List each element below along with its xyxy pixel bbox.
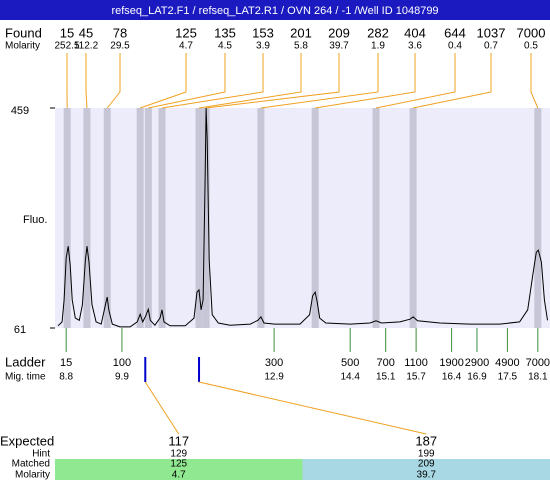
found-molarity: 39.7 (329, 41, 349, 52)
mig-time: 8.8 (59, 372, 73, 383)
expected-row-label: Matched (12, 459, 50, 470)
found-size: 404 (404, 25, 426, 40)
title-bar (0, 0, 550, 20)
found-size: 1037 (477, 25, 506, 40)
ladder-size: 4900 (495, 357, 519, 369)
molarity-label: Molarity (5, 41, 40, 52)
peak-band (372, 108, 380, 328)
expected-row-label: Expected (0, 433, 54, 448)
mig-time: 9.9 (115, 372, 129, 383)
expected-value: 117 (168, 433, 189, 448)
found-size: 125 (175, 25, 197, 40)
found-molarity: 3.9 (256, 41, 270, 52)
hint-value: 129 (170, 449, 187, 460)
leader-line (315, 53, 416, 109)
expected-row-label: Molarity (15, 470, 50, 480)
mig-time-label: Mig. time (5, 372, 46, 383)
mig-time: 12.9 (264, 372, 284, 383)
peak-band (534, 108, 542, 328)
peak-band (257, 108, 265, 328)
leader-line (148, 53, 226, 109)
found-molarity: 4.5 (218, 41, 232, 52)
found-molarity: 0.5 (524, 41, 538, 52)
leader-line (375, 53, 456, 109)
matched-value: 125 (170, 459, 187, 470)
found-molarity: 1.9 (371, 41, 385, 52)
match-bar (302, 459, 550, 480)
leader-line (140, 53, 187, 109)
ladder-label: Ladder (5, 354, 46, 369)
match-bar (55, 459, 303, 480)
mig-time: 15.7 (406, 372, 426, 383)
found-molarity: 4.7 (179, 41, 193, 52)
peak-band (202, 108, 210, 328)
y-axis-label: Fluo. (23, 214, 47, 226)
found-size: 45 (79, 25, 93, 40)
mig-time: 16.9 (467, 372, 487, 383)
ladder-size: 300 (265, 357, 283, 369)
found-size: 153 (252, 25, 274, 40)
found-molarity: 29.5 (110, 41, 130, 52)
ladder-size: 1100 (404, 357, 428, 369)
peak-band (63, 108, 71, 328)
ladder-size: 100 (113, 357, 131, 369)
found-size: 135 (214, 25, 236, 40)
ladder-size: 15 (60, 357, 72, 369)
title: refseq_LAT2.F1 / refseq_LAT2.R1 / OVN 26… (111, 5, 438, 17)
leader-line (260, 53, 379, 109)
molarity-value: 39.7 (417, 470, 437, 480)
mig-time: 14.4 (340, 372, 360, 383)
found-molarity: 3.6 (408, 41, 422, 52)
peak-band (103, 108, 111, 328)
leader-line (161, 53, 264, 109)
ladder-size: 7000 (526, 357, 550, 369)
mig-time: 15.1 (376, 372, 396, 383)
leader-line (206, 53, 340, 109)
peak-band (158, 108, 166, 328)
plot-area (55, 108, 550, 328)
expected-leader (144, 381, 180, 435)
leader-line (85, 53, 88, 109)
found-molarity: 5.8 (294, 41, 308, 52)
found-label: Found (5, 25, 42, 40)
y-tick-label: 61 (14, 324, 26, 336)
found-size: 201 (290, 25, 312, 40)
ladder-size: 500 (341, 357, 359, 369)
peak-band (195, 108, 203, 328)
leader-line (198, 53, 302, 109)
y-tick-label: 459 (11, 105, 29, 117)
mig-time: 17.5 (498, 372, 518, 383)
ladder-size: 1900 (439, 357, 463, 369)
peak-band (83, 108, 91, 328)
molarity-value: 4.7 (172, 470, 186, 480)
peak-band (144, 108, 152, 328)
found-molarity: 112.2 (74, 41, 99, 52)
hint-value: 199 (418, 449, 435, 460)
found-molarity: 0.4 (448, 41, 462, 52)
found-size: 644 (444, 25, 466, 40)
mig-time: 16.4 (442, 372, 462, 383)
leader-line (530, 53, 539, 109)
ladder-size: 2900 (465, 357, 489, 369)
leader-line (106, 53, 121, 109)
peak-band (311, 108, 319, 328)
found-size: 15 (60, 25, 74, 40)
found-size: 78 (113, 25, 127, 40)
leader-line (412, 53, 492, 109)
expected-value: 187 (415, 433, 437, 448)
found-size: 209 (328, 25, 350, 40)
found-size: 282 (367, 25, 389, 40)
ladder-size: 700 (376, 357, 394, 369)
peak-band (409, 108, 417, 328)
found-size: 7000 (517, 25, 546, 40)
trace (57, 107, 548, 328)
found-molarity: 0.7 (484, 41, 498, 52)
expected-row-label: Hint (32, 449, 50, 460)
expected-leader (198, 381, 427, 435)
found-molarity: 252.5 (54, 41, 79, 52)
peak-band (136, 108, 144, 328)
matched-value: 209 (418, 459, 435, 470)
mig-time: 18.1 (528, 372, 548, 383)
